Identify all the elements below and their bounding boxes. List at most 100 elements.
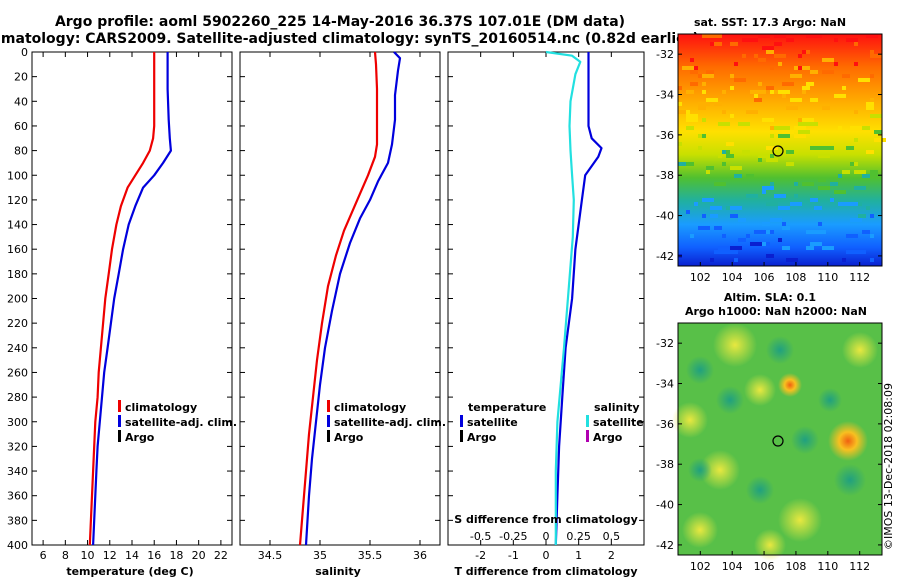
map-x-tick-label: 108: [785, 560, 806, 573]
x-tick-label: 34.5: [258, 549, 283, 562]
map-y-tick-label: -40: [656, 210, 674, 223]
sst-pixel: [714, 250, 726, 254]
sst-pixel: [730, 214, 738, 218]
sst-pixel: [842, 258, 846, 262]
legend-swatch-t-satellite: [460, 415, 463, 427]
sst-pixel: [782, 222, 786, 226]
sst-pixel: [718, 122, 730, 126]
sla-map-texture: [672, 323, 878, 561]
y-tick-label: 40: [14, 95, 28, 108]
y-tick-label: 320: [7, 440, 28, 453]
s-tick-label: 0.5: [603, 530, 621, 543]
sst-pixel: [738, 218, 746, 222]
sst-pixel: [698, 146, 702, 150]
x-tick-label: 12: [103, 549, 117, 562]
sst-pixel: [802, 66, 810, 70]
sst-pixel: [810, 34, 818, 38]
y-tick-label: 360: [7, 490, 28, 503]
sst-pixel: [686, 118, 698, 122]
sst-pixel: [730, 42, 738, 46]
sst-pixel: [806, 246, 814, 250]
sst-pixel: [774, 54, 786, 58]
sst-pixel: [834, 94, 846, 98]
sst-pixel: [834, 38, 838, 42]
legend-satellite: satellite-adj. clim.: [334, 416, 446, 429]
sst-pixel: [762, 186, 774, 190]
sst-pixel: [758, 154, 770, 158]
x-tick-label: 6: [40, 549, 47, 562]
sst-pixel: [822, 146, 834, 150]
sst-pixel: [770, 154, 774, 158]
sst-pixel: [874, 130, 882, 134]
sst-pixel: [726, 154, 734, 158]
sst-pixel: [714, 182, 726, 186]
sst-pixel: [794, 182, 798, 186]
sst-pixel: [718, 246, 730, 250]
legend-swatch-satellite: [118, 415, 121, 427]
sst-map-frame: [677, 33, 883, 267]
y-tick-label: 280: [7, 391, 28, 404]
sst-pixel: [702, 134, 706, 138]
sst-pixel: [794, 134, 806, 138]
sst-pixel: [866, 102, 874, 106]
sst-pixel: [810, 98, 818, 102]
sst-pixel: [854, 110, 858, 114]
sst-pixel: [810, 242, 822, 246]
y-tick-label: 120: [7, 194, 28, 207]
sst-pixel: [766, 202, 778, 206]
difference-panel: -2 -1 0 1 2 -0.5 -0.25 0 0.25 0.5: [447, 50, 645, 562]
sst-map-axes: -32 -34 -36 -38 -40 -42 102 104 106 108 110 112: [656, 48, 882, 284]
sst-pixel: [818, 154, 830, 158]
sst-pixel: [758, 34, 770, 38]
sst-pixel: [702, 74, 714, 78]
map-y-tick-label: -38: [656, 169, 674, 182]
legend-swatch-argo: [327, 430, 330, 442]
legend-t-argo: Argo: [467, 431, 497, 444]
sst-pixel: [834, 190, 846, 194]
x-tick-label: -1: [508, 549, 519, 562]
legend-salinity-title: salinity: [594, 401, 640, 414]
sst-pixel: [806, 122, 818, 126]
x-tick-label: 22: [214, 549, 228, 562]
sst-pixel: [754, 98, 762, 102]
sst-pixel: [774, 194, 786, 198]
sst-pixel: [722, 162, 726, 166]
sla-anomaly-patch: [672, 402, 708, 438]
sla-map: -32 -34 -36 -38 -40 -42 102 104 106 108 110 112: [656, 322, 883, 573]
sst-pixel: [814, 206, 822, 210]
sst-pixel: [782, 246, 790, 250]
sst-pixel: [838, 126, 842, 130]
legend-temperature-title: temperature: [468, 401, 546, 414]
sst-pixel: [862, 174, 874, 178]
x-tick-label: 8: [62, 549, 69, 562]
sst-pixel: [802, 122, 806, 126]
map-x-tick-label: 110: [817, 271, 838, 284]
sst-pixel: [734, 258, 738, 262]
sst-pixel: [786, 38, 794, 42]
y-tick-label: 80: [14, 145, 28, 158]
sst-pixel: [778, 238, 782, 242]
series-line-satellite-adj-clim-: [304, 51, 402, 546]
map-x-tick-label: 112: [849, 560, 870, 573]
salinity-xlabel: salinity: [315, 565, 361, 578]
sst-pixel: [854, 186, 866, 190]
series-line-satellite-adj-clim-: [92, 52, 172, 546]
sst-pixel: [778, 90, 790, 94]
sst-pixel: [682, 162, 694, 166]
sst-pixel: [870, 174, 882, 178]
sst-pixel: [770, 218, 782, 222]
sst-pixel: [706, 98, 718, 102]
s-tick-label: 0.25: [566, 530, 591, 543]
sla-anomaly-patch: [834, 464, 866, 496]
sst-pixel: [758, 82, 762, 86]
sst-pixel: [862, 230, 870, 234]
sst-pixel: [742, 54, 746, 58]
sst-pixel: [678, 110, 686, 114]
map-x-tick-label: 104: [722, 271, 743, 284]
legend-climatology: climatology: [125, 401, 197, 414]
legend-swatch-t-argo: [460, 430, 463, 442]
sst-pixel: [854, 162, 858, 166]
y-tick-label: 300: [7, 416, 28, 429]
sst-pixel: [710, 42, 714, 46]
sst-pixel: [710, 206, 722, 210]
